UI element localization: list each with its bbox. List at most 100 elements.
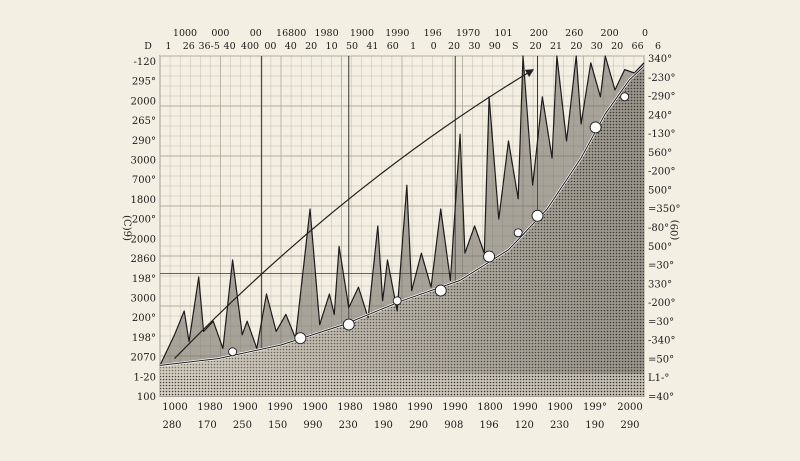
- annotation-arrow: [174, 69, 535, 360]
- left-tick-label: 265°: [132, 116, 156, 127]
- left-tick-label: 3000: [131, 156, 156, 167]
- bottom-tick-label: 230: [339, 420, 358, 431]
- bottom-tick-label: 1980: [197, 402, 222, 413]
- right-tick-label: -200°: [648, 167, 675, 178]
- bottom-tick-label: 250: [233, 420, 252, 431]
- left-tick-label: 1-20: [134, 372, 156, 383]
- right-tick-label: 500°: [648, 185, 672, 196]
- top-tick-label: 6: [655, 41, 661, 52]
- bottom-tick-label: 190: [585, 420, 604, 431]
- marked-point: [483, 250, 496, 263]
- right-tick-label: =40°: [648, 392, 674, 403]
- bottom-tick-label: 1990: [442, 402, 467, 413]
- marked-point: [513, 228, 523, 238]
- bottom-tick-label: 196: [480, 420, 499, 431]
- right-tick-label: -340°: [648, 336, 675, 347]
- top-tick-label: 101: [494, 28, 512, 39]
- right-tick-label: =30°: [648, 261, 674, 272]
- left-tick-label: 198°: [132, 333, 156, 344]
- left-tick-label: 2000: [131, 96, 156, 107]
- left-tick-label: 200°: [132, 313, 156, 324]
- left-axis-label: (C)9): [121, 215, 132, 241]
- top-tick-label: D: [144, 41, 152, 52]
- bottom-tick-label: 1000: [162, 402, 187, 413]
- bottom-tick-label: 290: [620, 420, 639, 431]
- marked-point: [531, 209, 544, 222]
- bottom-tick-label: 170: [198, 420, 217, 431]
- top-tick-label: 20: [305, 41, 317, 52]
- marked-point: [620, 92, 630, 102]
- marked-point: [434, 284, 447, 297]
- marked-point: [392, 296, 402, 306]
- top-tick-label: 1970: [456, 28, 480, 39]
- right-tick-label: -130°: [648, 129, 675, 140]
- top-tick-label: 40: [224, 41, 236, 52]
- bottom-tick-label: 1800: [477, 402, 502, 413]
- bottom-tick-label: 280: [162, 420, 181, 431]
- left-tick-label: 1800: [131, 195, 156, 206]
- top-tick-label: 90: [489, 41, 501, 52]
- right-tick-label: -290°: [648, 92, 675, 103]
- top-tick-label: 41: [366, 41, 378, 52]
- right-tick-label: -80°: [648, 223, 669, 234]
- right-axis-label: (09): [670, 220, 681, 241]
- left-tick-label: 700°: [132, 175, 156, 186]
- bottom-tick-label: 1900: [302, 402, 327, 413]
- bottom-tick-label: 2000: [617, 402, 642, 413]
- top-tick-label: 40: [285, 41, 297, 52]
- area-layer: [160, 56, 644, 396]
- area-shade: [160, 66, 644, 396]
- top-tick-label: 000: [211, 28, 229, 39]
- left-tick-label: 198°: [132, 274, 156, 285]
- top-tick-label: 260: [565, 28, 583, 39]
- right-tick-label: 500°: [648, 242, 672, 253]
- right-tick-label: 330°: [648, 279, 672, 290]
- marked-point: [342, 318, 355, 331]
- top-tick-label: 1: [410, 41, 416, 52]
- volatile-area: [160, 56, 644, 366]
- right-tick-label: 560°: [648, 148, 672, 159]
- top-tick-label: 50: [346, 41, 358, 52]
- trend-line: [159, 65, 645, 366]
- bottom-tick-label: 120: [515, 420, 534, 431]
- left-tick-label: 3000: [131, 293, 156, 304]
- right-tick-label: -200°: [648, 298, 675, 309]
- bottom-tick-label: 290: [409, 420, 428, 431]
- top-tick-label: 16800: [276, 28, 306, 39]
- bottom-tick-label: 199°: [583, 402, 607, 413]
- bottom-tick-label: 908: [444, 420, 463, 431]
- bottom-tick-label: 190: [374, 420, 393, 431]
- right-tick-label: 240°: [648, 110, 672, 121]
- bottom-tick-label: 1980: [337, 402, 362, 413]
- top-tick-label: 26: [183, 41, 195, 52]
- top-tick-label: 21: [550, 41, 562, 52]
- top-tick-label: 1980: [314, 28, 338, 39]
- top-tick-label: 20: [448, 41, 460, 52]
- top-tick-label: 1000: [173, 28, 197, 39]
- right-tick-label: =350°: [648, 204, 680, 215]
- baseline-band: [160, 374, 644, 396]
- top-tick-label: 200: [530, 28, 548, 39]
- top-tick-label: 36-5: [199, 41, 220, 52]
- right-tick-label: L1-°: [648, 373, 669, 384]
- right-tick-label: 340°: [648, 54, 672, 65]
- left-tick-label: 2860: [131, 254, 156, 265]
- right-tick-label: -230°: [648, 73, 675, 84]
- left-tick-label: 200°: [132, 215, 156, 226]
- marked-point: [294, 332, 307, 345]
- left-tick-label: 100: [137, 392, 156, 403]
- top-tick-label: 1: [165, 41, 171, 52]
- top-tick-label: 00: [250, 28, 262, 39]
- marked-point: [589, 121, 602, 134]
- bottom-tick-label: 1900: [547, 402, 572, 413]
- bottom-tick-label: 230: [550, 420, 569, 431]
- top-tick-label: 30: [468, 41, 480, 52]
- top-tick-label: 0: [431, 41, 437, 52]
- top-tick-label: 00: [264, 41, 276, 52]
- right-tick-label: =30°: [648, 317, 674, 328]
- line-layer: [159, 55, 645, 367]
- top-tick-label: 400: [241, 41, 259, 52]
- point-layer: [228, 92, 630, 357]
- top-tick-label: 0: [642, 28, 648, 39]
- volatile-line: [159, 55, 645, 366]
